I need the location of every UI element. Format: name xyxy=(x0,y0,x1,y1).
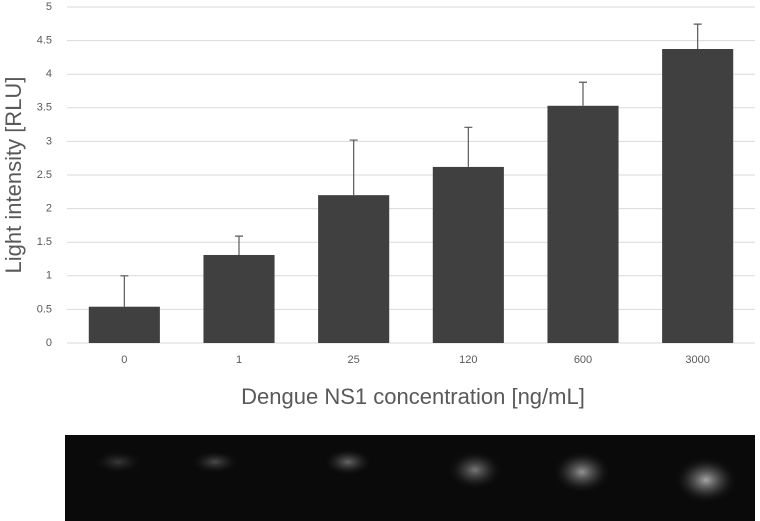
bar xyxy=(432,166,504,343)
y-tick-label: 2.5 xyxy=(37,169,52,181)
photo-background xyxy=(65,435,755,521)
y-tick-label: 3.5 xyxy=(37,102,52,114)
x-axis-title: Dengue NS1 concentration [ng/mL] xyxy=(241,384,585,409)
bar xyxy=(547,105,619,343)
y-tick-label: 3 xyxy=(46,135,52,147)
y-tick-label: 5 xyxy=(46,1,52,13)
y-tick-label: 1 xyxy=(46,270,52,282)
y-tick-label: 0 xyxy=(46,337,52,349)
bar xyxy=(662,49,734,343)
bar xyxy=(203,254,275,343)
error-bar xyxy=(464,126,473,167)
x-tick-label: 1 xyxy=(236,354,242,366)
error-bar xyxy=(349,139,358,196)
x-tick-label: 25 xyxy=(348,354,360,366)
bar xyxy=(318,195,390,343)
well-glow xyxy=(447,450,503,490)
well-glow xyxy=(552,450,612,494)
y-tick-label: 4.5 xyxy=(37,35,52,47)
y-axis-title: Light intensity [RLU] xyxy=(1,77,26,274)
y-tick-label: 1.5 xyxy=(37,236,52,248)
well-glow xyxy=(93,450,143,474)
well-glow xyxy=(323,448,373,476)
error-bar xyxy=(120,275,129,307)
y-tick-label: 2 xyxy=(46,203,52,215)
bar xyxy=(88,306,160,343)
y-tick-label: 0.5 xyxy=(37,303,52,315)
x-tick-label: 3000 xyxy=(685,354,709,366)
y-tick-label: 4 xyxy=(46,68,52,80)
photo-strip xyxy=(65,435,755,521)
well-glow xyxy=(190,450,240,474)
x-tick-label: 600 xyxy=(574,354,592,366)
error-bar xyxy=(235,235,243,255)
x-tick-label: 120 xyxy=(459,354,477,366)
x-tick-label: 0 xyxy=(121,354,127,366)
well-glow xyxy=(674,456,738,504)
error-bar xyxy=(693,23,702,49)
error-bar xyxy=(579,81,587,106)
